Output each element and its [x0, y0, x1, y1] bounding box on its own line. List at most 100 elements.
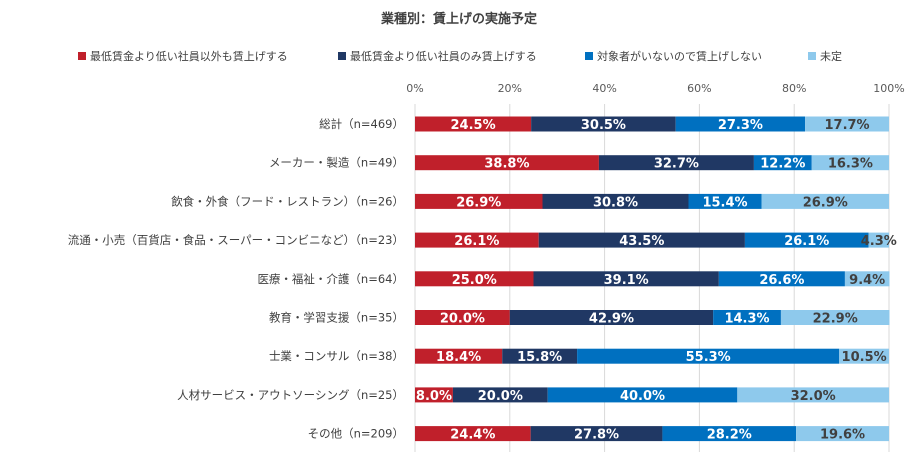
data-label: 30.8%	[593, 195, 638, 210]
bar-segment	[531, 116, 676, 132]
bar-segment	[805, 116, 889, 132]
data-label: 25.0%	[452, 273, 497, 288]
data-label: 20.0%	[478, 389, 523, 404]
data-label: 17.7%	[824, 118, 869, 133]
bar-segment	[718, 271, 845, 287]
bar-segment	[737, 387, 889, 403]
legend-swatch	[338, 52, 346, 60]
bar-segment	[452, 387, 548, 403]
data-label: 26.1%	[784, 234, 829, 249]
legend-swatch	[585, 52, 593, 60]
data-label: 42.9%	[589, 312, 634, 327]
bar-segment	[538, 232, 745, 248]
bar-segment	[688, 193, 762, 209]
legend-label: 最低賃金より低い社員のみ賃上げする	[350, 50, 537, 63]
bar-segment	[502, 348, 578, 364]
data-label: 26.1%	[454, 234, 499, 249]
data-label: 43.5%	[619, 234, 664, 249]
data-label: 32.0%	[791, 389, 836, 404]
legend-label: 未定	[820, 50, 842, 63]
bar-segment	[844, 271, 890, 287]
category-label: メーカー・製造（n=49）	[269, 156, 404, 170]
data-label: 26.6%	[759, 273, 804, 288]
category-label: 人材サービス・アウトソーシング（n=25）	[177, 388, 404, 402]
x-tick-label: 20%	[498, 82, 522, 95]
data-label: 20.0%	[440, 312, 485, 327]
legend-swatch	[808, 52, 816, 60]
bar-segment	[415, 271, 534, 287]
bar-segment	[598, 155, 754, 171]
category-label: 教育・学習支援（n=35）	[269, 311, 404, 325]
data-label: 18.4%	[436, 350, 481, 365]
data-label: 8.0%	[416, 389, 452, 404]
data-label: 32.7%	[654, 157, 699, 172]
data-label: 38.8%	[484, 157, 529, 172]
data-label: 16.3%	[828, 157, 873, 172]
bar-segment	[780, 310, 890, 325]
bar-segment	[415, 387, 453, 403]
data-label: 24.5%	[451, 118, 496, 133]
bar-segment	[839, 348, 889, 364]
category-label: 飲食・外食（フード・レストラン）（n=26）	[171, 194, 404, 208]
bar-segment	[675, 116, 806, 132]
data-label: 15.4%	[702, 195, 747, 210]
bar-segment	[415, 426, 531, 442]
data-label: 14.3%	[724, 312, 769, 327]
data-label: 55.3%	[686, 350, 731, 365]
data-label: 27.8%	[574, 428, 619, 443]
legend-swatch	[78, 52, 86, 60]
category-label: 医療・福祉・介護（n=64）	[257, 272, 404, 286]
data-label: 24.4%	[450, 428, 495, 443]
legend-item: 最低賃金より低い社員のみ賃上げする	[338, 48, 537, 64]
bar-segment	[509, 310, 714, 325]
data-label: 19.6%	[820, 428, 865, 443]
bar-segment	[868, 232, 889, 248]
bar-segment	[577, 348, 840, 364]
data-label: 22.9%	[813, 312, 858, 327]
data-label: 26.9%	[456, 195, 501, 210]
legend-item: 対象者がいないので賃上げしない	[585, 48, 762, 64]
data-label: 15.8%	[517, 350, 562, 365]
data-label: 39.1%	[604, 273, 649, 288]
category-label: その他（n=209）	[308, 427, 404, 441]
bar-segment	[811, 155, 889, 171]
bar-segment	[530, 426, 663, 442]
bar-segment	[753, 155, 812, 171]
category-label: 士業・コンサル（n=38）	[269, 349, 404, 363]
bar-segment	[415, 193, 543, 209]
bar-segment	[415, 155, 599, 171]
data-label: 30.5%	[581, 118, 626, 133]
bar-segment	[796, 426, 889, 442]
bar-segment	[713, 310, 781, 325]
x-tick-label: 0%	[406, 82, 423, 95]
bar-segment	[662, 426, 797, 442]
x-tick-label: 80%	[782, 82, 806, 95]
data-label: 26.9%	[803, 195, 848, 210]
bar-segment	[415, 348, 503, 364]
data-label: 4.3%	[861, 234, 897, 249]
bar-segment	[415, 232, 539, 248]
legend: 最低賃金より低い社員以外も賃上げする 最低賃金より低い社員のみ賃上げする 対象者…	[0, 48, 918, 64]
x-tick-label: 40%	[592, 82, 616, 95]
legend-label: 対象者がいないので賃上げしない	[597, 50, 762, 63]
category-label: 総計（n=469）	[319, 117, 404, 131]
data-label: 9.4%	[849, 273, 885, 288]
bar-segment	[533, 271, 719, 287]
legend-label: 最低賃金より低い社員以外も賃上げする	[90, 50, 288, 63]
bar-segment	[542, 193, 689, 209]
bar-segment	[761, 193, 889, 209]
legend-item: 未定	[808, 48, 842, 64]
legend-item: 最低賃金より低い社員以外も賃上げする	[78, 48, 288, 64]
bar-segment	[547, 387, 738, 403]
data-label: 12.2%	[760, 157, 805, 172]
bar-segment	[744, 232, 869, 248]
data-label: 28.2%	[707, 428, 752, 443]
data-label: 10.5%	[842, 350, 887, 365]
bar-segment	[415, 116, 532, 132]
chart-title: 業種別：賃上げの実施予定	[380, 12, 537, 27]
x-tick-label: 60%	[687, 82, 711, 95]
bar-segment	[415, 310, 510, 325]
data-label: 27.3%	[718, 118, 763, 133]
data-label: 40.0%	[620, 389, 665, 404]
